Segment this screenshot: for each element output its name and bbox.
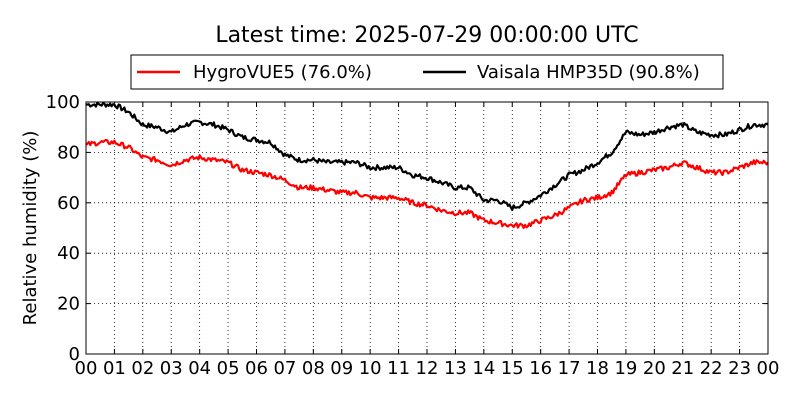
series-line-vaisala	[85, 101, 769, 212]
x-tick-label: 16	[529, 358, 552, 379]
x-tick-label: 00	[75, 358, 98, 379]
y-axis: 0 20 40 60 80 100	[46, 92, 768, 365]
y-tick-label: 40	[57, 243, 80, 264]
x-tick-label: 06	[245, 358, 268, 379]
plot-frame	[85, 101, 769, 355]
x-tick-label: 10	[359, 358, 382, 379]
x-tick-label: 08	[302, 358, 325, 379]
x-tick-label: 18	[586, 358, 609, 379]
series-layer	[85, 101, 769, 229]
x-tick-label: 12	[416, 358, 439, 379]
legend-label-vaisala: Vaisala HMP35D (90.8%)	[477, 62, 700, 83]
x-tick-label: 09	[330, 358, 353, 379]
y-axis-label: Relative humidity (%)	[20, 131, 41, 326]
grid	[86, 102, 768, 354]
x-tick-label: 23	[728, 358, 751, 379]
x-tick-label: 00	[757, 358, 780, 379]
x-tick-label: 05	[217, 358, 240, 379]
x-tick-label: 14	[472, 358, 495, 379]
x-tick-label: 22	[700, 358, 723, 379]
y-tick-label: 100	[46, 92, 80, 113]
x-tick-label: 20	[643, 358, 666, 379]
x-axis: 00 01 02 03 04 05 06 07 08 09 10 11 12 13 14 15 16 17 18 19…	[75, 102, 780, 379]
x-tick-label: 19	[614, 358, 637, 379]
x-tick-label: 11	[387, 358, 410, 379]
y-tick-label: 20	[57, 294, 80, 315]
x-tick-label: 04	[188, 358, 211, 379]
x-tick-label: 17	[558, 358, 581, 379]
y-tick-label: 80	[57, 142, 80, 163]
y-tick-label: 60	[57, 193, 80, 214]
chart-title: Latest time: 2025-07-29 00:00:00 UTC	[215, 23, 638, 48]
legend: HygroVUE5 (76.0%) Vaisala HMP35D (90.8%)	[130, 54, 724, 90]
x-tick-label: 07	[273, 358, 296, 379]
x-tick-label: 15	[501, 358, 524, 379]
series-line-hygrovue5	[85, 138, 769, 229]
x-tick-label: 03	[160, 358, 183, 379]
x-tick-label: 13	[444, 358, 467, 379]
y-tick-label: 0	[69, 344, 80, 365]
x-tick-label: 21	[671, 358, 694, 379]
legend-label-hygrovue5: HygroVUE5 (76.0%)	[193, 62, 372, 83]
x-tick-label: 01	[103, 358, 126, 379]
x-tick-label: 02	[131, 358, 154, 379]
